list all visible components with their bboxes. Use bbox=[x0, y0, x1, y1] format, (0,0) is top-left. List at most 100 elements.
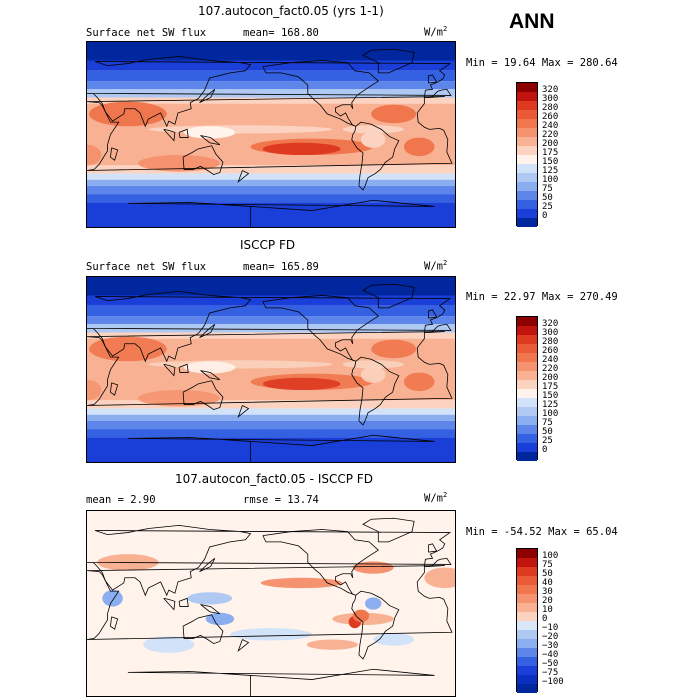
coastline bbox=[237, 405, 250, 418]
colorbar-tick-label: 260 bbox=[542, 346, 559, 356]
latitude-band bbox=[87, 420, 455, 430]
coastline bbox=[351, 356, 400, 426]
colorbar-swatch bbox=[517, 416, 537, 425]
colorbar-swatch bbox=[517, 128, 537, 137]
colorbar-tick-label: 240 bbox=[542, 355, 559, 365]
map-field bbox=[87, 511, 455, 696]
flux-region bbox=[87, 379, 102, 401]
coastline bbox=[362, 517, 415, 543]
panel-1-title: 107.autocon_fact0.05 (yrs 1-1) bbox=[198, 4, 384, 18]
colorbar-tick-label: 75 bbox=[542, 418, 553, 428]
difference-region bbox=[143, 636, 195, 653]
colorbar-tick-label: 100 bbox=[542, 551, 559, 561]
colorbar-swatch bbox=[517, 137, 537, 146]
panel-1-units: W/m2 bbox=[424, 25, 447, 39]
panel-3-mean-stat: mean = 2.90 bbox=[86, 494, 156, 506]
colorbar-swatch bbox=[517, 443, 537, 452]
coastline bbox=[110, 382, 119, 396]
colorbar-tick-label: 200 bbox=[542, 373, 559, 383]
colorbar-swatch bbox=[517, 407, 537, 416]
latitude-band bbox=[87, 324, 455, 333]
panel-1-variable-label: Surface net SW flux bbox=[86, 27, 207, 39]
colorbar-swatch bbox=[517, 621, 537, 630]
latitude-band bbox=[87, 400, 455, 409]
panel-2-units-base: W/m bbox=[424, 260, 443, 273]
panel-2-mean-label: mean= bbox=[243, 261, 275, 273]
panel-2-units: W/m2 bbox=[424, 259, 447, 273]
latitude-band bbox=[87, 414, 455, 421]
colorbar-swatch bbox=[517, 173, 537, 182]
flux-region bbox=[87, 144, 102, 166]
colorbar-swatch bbox=[517, 101, 537, 110]
colorbar-swatch bbox=[517, 594, 537, 603]
colorbar-tick-label: 50 bbox=[542, 193, 553, 203]
colorbar-swatch bbox=[517, 191, 537, 200]
panel-3-map bbox=[86, 510, 456, 697]
panel-3-colorbar: 100 75 50 40 30 20 10 0 −10 −20 −30 −40 −50 −75 −100 bbox=[516, 548, 586, 693]
difference-region bbox=[187, 592, 233, 605]
colorbar-tick-label: 100 bbox=[542, 409, 559, 419]
coastline bbox=[182, 614, 224, 645]
colorbar-tick-label: 125 bbox=[542, 400, 559, 410]
colorbar-tick-label: 20 bbox=[542, 596, 553, 606]
colorbar-swatch bbox=[517, 549, 537, 558]
coastline bbox=[237, 639, 250, 652]
panel-1-colorbar: 320 300 280 260 240 220 200 175 150 125 100 75 50 25 0 bbox=[516, 82, 586, 227]
coastline bbox=[237, 170, 250, 183]
colorbar-swatch bbox=[517, 119, 537, 128]
latitude-band bbox=[87, 194, 455, 203]
colorbar-tick-label: 175 bbox=[542, 148, 559, 158]
colorbar-tick-label: 320 bbox=[542, 319, 559, 329]
latitude-band bbox=[87, 332, 455, 339]
flux-region bbox=[138, 155, 220, 172]
flux-region bbox=[148, 125, 333, 134]
coastline bbox=[110, 616, 119, 630]
coastline bbox=[428, 543, 438, 553]
coastline bbox=[262, 295, 379, 362]
colorbar-swatch bbox=[517, 567, 537, 576]
colorbar-swatch bbox=[517, 684, 537, 693]
coastline bbox=[182, 145, 224, 176]
flux-region bbox=[403, 137, 435, 157]
colorbar-swatch bbox=[517, 612, 537, 621]
colorbar-tick-label: 50 bbox=[542, 569, 553, 579]
panel-3-units-exp: 2 bbox=[442, 491, 448, 499]
colorbar-swatch bbox=[517, 666, 537, 675]
colorbar-swatch bbox=[517, 603, 537, 612]
coastline bbox=[199, 88, 216, 104]
colorbar-tick-label: 240 bbox=[542, 121, 559, 131]
colorbar-tick-label: 150 bbox=[542, 157, 559, 167]
colorbar-swatch bbox=[517, 657, 537, 666]
flux-region bbox=[371, 339, 417, 359]
coastline bbox=[200, 135, 221, 146]
coastline bbox=[362, 48, 415, 74]
difference-region bbox=[424, 567, 455, 589]
colorbar-tick-label: 40 bbox=[542, 578, 553, 588]
panel-2-colorbar: 320 300 280 260 240 220 200 175 150 125 100 75 50 25 0 bbox=[516, 316, 586, 461]
coastline bbox=[87, 331, 453, 406]
panel-2-variable-label: Surface net SW flux bbox=[86, 261, 207, 273]
colorbar-tick-label: −100 bbox=[542, 677, 564, 687]
colorbar-tick-label: 175 bbox=[542, 382, 559, 392]
difference-region bbox=[102, 590, 123, 607]
latitude-band bbox=[87, 429, 455, 438]
flux-region bbox=[403, 372, 435, 392]
coastline bbox=[163, 597, 176, 611]
coastline bbox=[428, 74, 438, 84]
panel-1-map bbox=[86, 41, 456, 228]
coastline bbox=[127, 434, 435, 462]
difference-region bbox=[373, 633, 415, 646]
coastline bbox=[351, 590, 400, 660]
coastline bbox=[362, 283, 415, 309]
panel-1-mean-label: mean= bbox=[243, 27, 275, 39]
flux-region bbox=[371, 104, 417, 124]
latitude-band bbox=[87, 277, 455, 296]
colorbar-tick-label: 320 bbox=[542, 85, 559, 95]
difference-region bbox=[365, 597, 382, 610]
coastline bbox=[110, 147, 119, 161]
coastline bbox=[127, 668, 435, 696]
latitude-band bbox=[87, 185, 455, 195]
panel-1-mean-value: 168.80 bbox=[280, 27, 319, 39]
difference-region bbox=[230, 628, 312, 641]
latitude-band bbox=[87, 408, 455, 415]
